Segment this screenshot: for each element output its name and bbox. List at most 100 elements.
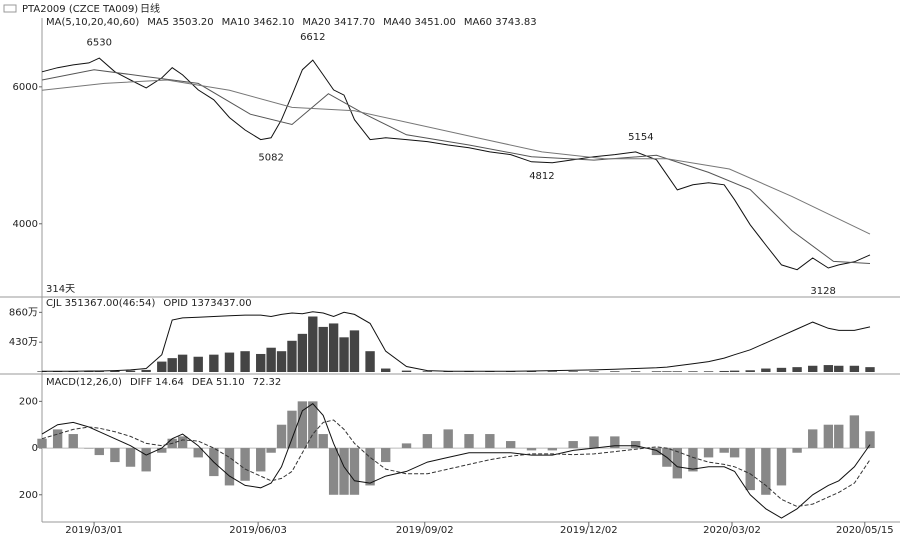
bar bbox=[193, 448, 203, 458]
bar bbox=[672, 371, 683, 372]
bar bbox=[745, 370, 755, 372]
bar bbox=[224, 352, 235, 372]
bar bbox=[141, 369, 151, 372]
bar bbox=[729, 370, 740, 372]
x-tick-label: 2020/03/02 bbox=[703, 525, 761, 536]
price-annotation: 6612 bbox=[300, 32, 325, 43]
y-tick-label: 200 bbox=[19, 490, 38, 501]
bar bbox=[849, 365, 860, 372]
bar bbox=[266, 448, 276, 453]
bar bbox=[110, 448, 120, 463]
line-series bbox=[41, 79, 871, 235]
bar bbox=[688, 371, 698, 372]
bar bbox=[339, 448, 349, 495]
bar bbox=[297, 333, 308, 372]
indicator-label: MA60 3743.83 bbox=[464, 17, 537, 28]
day-count: 314天 bbox=[46, 284, 75, 295]
indicator-label: DIFF 14.64 bbox=[130, 377, 184, 388]
bar bbox=[422, 434, 433, 449]
bar bbox=[365, 448, 375, 486]
indicator-label: OPID 1373437.00 bbox=[163, 298, 251, 309]
x-tick-label: 2019/12/02 bbox=[560, 525, 618, 536]
bar bbox=[651, 371, 662, 372]
bar bbox=[630, 441, 641, 449]
bar bbox=[339, 337, 349, 372]
x-tick-label: 2019/09/02 bbox=[396, 525, 454, 536]
bar bbox=[381, 368, 391, 372]
price-annotation: 5154 bbox=[628, 132, 653, 143]
bar bbox=[193, 356, 203, 372]
bar bbox=[157, 361, 167, 372]
bar bbox=[610, 436, 620, 449]
price-annotation: 5082 bbox=[258, 153, 283, 164]
bar bbox=[240, 351, 250, 372]
indicator-label: MA(5,10,20,40,60) bbox=[46, 17, 139, 28]
bar bbox=[719, 370, 729, 372]
bar bbox=[808, 429, 818, 449]
y-tick-label: 6000 bbox=[13, 82, 38, 93]
bar bbox=[823, 424, 834, 449]
bar bbox=[328, 448, 339, 495]
bar bbox=[688, 448, 698, 472]
bar bbox=[125, 448, 136, 467]
price-annotation: 4812 bbox=[529, 171, 554, 182]
bar bbox=[729, 448, 740, 458]
bar bbox=[589, 371, 599, 372]
bar bbox=[662, 371, 672, 372]
bar bbox=[526, 448, 537, 451]
bar bbox=[834, 365, 844, 372]
y-tick-label: 200 bbox=[19, 396, 38, 407]
bar bbox=[505, 441, 516, 449]
bar bbox=[276, 424, 287, 449]
bar bbox=[52, 429, 63, 449]
bar bbox=[568, 371, 578, 372]
x-tick-label: 2020/05/15 bbox=[836, 525, 894, 536]
bar bbox=[318, 434, 328, 449]
y-tick-label: 0 bbox=[32, 443, 38, 454]
bar bbox=[94, 371, 104, 372]
bar bbox=[328, 323, 339, 372]
symbol: PTA2009 (CZCE TA009) bbox=[22, 4, 138, 15]
bar bbox=[610, 371, 620, 372]
indicator-label: MA40 3451.00 bbox=[383, 17, 456, 28]
line-series bbox=[41, 403, 871, 519]
bar bbox=[349, 448, 360, 495]
period: 日线 bbox=[140, 2, 160, 15]
bar bbox=[776, 448, 787, 486]
bar bbox=[177, 354, 188, 372]
bar bbox=[84, 371, 94, 372]
bar bbox=[865, 367, 875, 372]
bar bbox=[287, 340, 297, 372]
bar bbox=[745, 448, 755, 491]
bar bbox=[256, 448, 266, 472]
bar bbox=[381, 448, 391, 463]
x-tick-label: 2019/06/03 bbox=[229, 525, 287, 536]
indicator-label: MA5 3503.20 bbox=[147, 17, 213, 28]
bar bbox=[865, 431, 875, 449]
bar bbox=[240, 448, 250, 481]
indicator-label: 72.32 bbox=[253, 377, 282, 388]
bar bbox=[287, 410, 297, 449]
indicator-label: MACD(12,26,0) bbox=[46, 377, 122, 388]
bar bbox=[485, 434, 495, 449]
indicator-label: MA20 3417.70 bbox=[302, 17, 375, 28]
bar bbox=[823, 365, 834, 372]
indicator-label: MA10 3462.10 bbox=[222, 17, 295, 28]
bar bbox=[209, 354, 219, 372]
bar bbox=[297, 401, 308, 449]
bar bbox=[157, 448, 167, 453]
bar bbox=[761, 448, 771, 495]
bar bbox=[547, 448, 558, 451]
indicator-label: DEA 51.10 bbox=[192, 377, 245, 388]
line-series bbox=[41, 419, 871, 508]
line-series bbox=[41, 57, 871, 271]
y-tick-label: 860万 bbox=[9, 307, 38, 318]
window-icon bbox=[3, 4, 17, 13]
bar bbox=[276, 351, 287, 372]
bar bbox=[834, 424, 844, 449]
bar bbox=[177, 436, 188, 449]
bar bbox=[672, 448, 683, 479]
bar bbox=[703, 448, 714, 458]
indicator-label: CJL 351367.00(46:54) bbox=[46, 298, 155, 309]
